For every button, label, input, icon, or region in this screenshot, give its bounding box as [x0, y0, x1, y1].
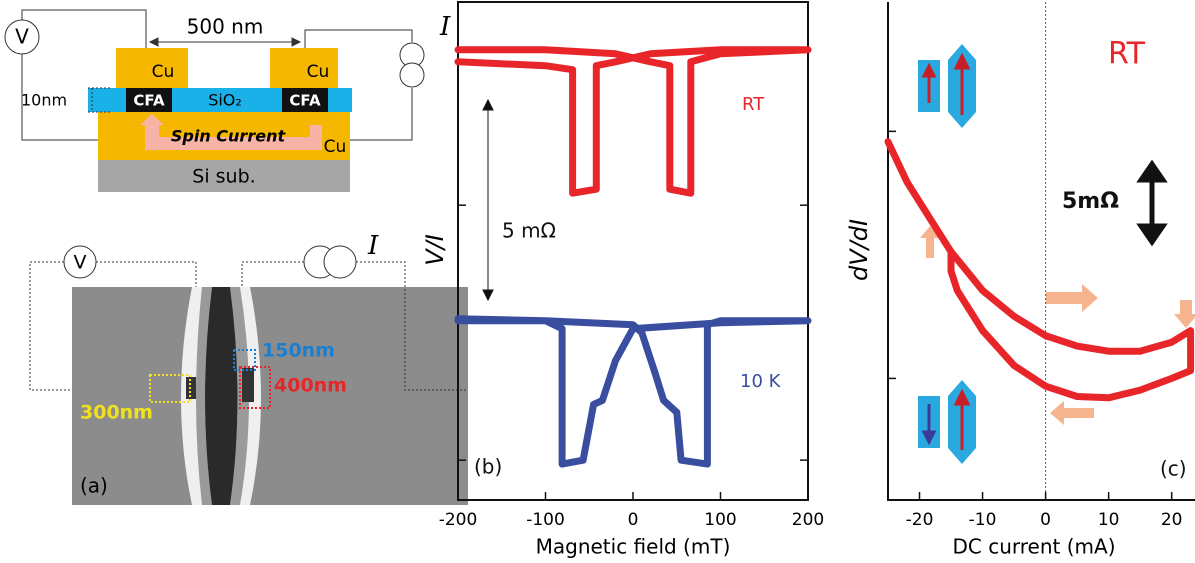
label: I	[367, 231, 379, 261]
label: SiO₂	[208, 91, 242, 110]
x-tick-label: 0	[628, 510, 639, 530]
label: I	[439, 12, 451, 42]
series-label: RT	[742, 94, 765, 115]
schematic: V I 500 nm Cu Cu Cu 10nm CFA CFA SiO₂ Sp…	[5, 10, 451, 192]
micrograph: V I 150nm 400nm 300nm (a)	[30, 231, 468, 505]
x-tick-label: -20	[906, 510, 934, 530]
y-axis-label: V/I	[421, 234, 449, 266]
data-line	[458, 50, 808, 193]
x-tick-label: 10	[1098, 510, 1120, 530]
label: 300nm	[80, 402, 153, 424]
arrows	[483, 44, 1195, 464]
sem-image	[72, 287, 468, 505]
annotation: (c)	[1160, 457, 1187, 481]
series-label: 10 K	[740, 371, 782, 392]
label: Cu	[152, 62, 175, 82]
label: 150nm	[262, 340, 335, 362]
label: 400nm	[274, 375, 347, 397]
gap	[205, 287, 238, 505]
annotation: (b)	[474, 455, 502, 479]
annotation: 5 mΩ	[502, 219, 556, 243]
x-axis-label: Magnetic field (mT)	[536, 535, 731, 559]
label: CFA	[289, 92, 321, 110]
label: Cu	[307, 62, 330, 82]
source	[324, 246, 356, 278]
source	[400, 63, 424, 87]
y-axis-label: dV/dI	[845, 219, 873, 281]
label: V	[15, 25, 29, 49]
x-tick-label: -10	[969, 510, 997, 530]
figure: V I 500 nm Cu Cu Cu 10nm CFA CFA SiO₂ Sp…	[0, 0, 1195, 563]
annotation: 5mΩ	[1062, 189, 1119, 214]
scale-arrow	[483, 100, 493, 300]
label: 500 nm	[187, 15, 264, 39]
label: V	[74, 252, 87, 274]
series-label: RT	[1108, 37, 1146, 72]
scale-arrow	[1141, 164, 1163, 242]
x-tick-label: 200	[792, 510, 824, 530]
label: Si sub.	[192, 166, 255, 188]
dimension-arrow	[150, 38, 300, 46]
x-tick-label: -200	[439, 510, 478, 530]
panel-label: (a)	[80, 474, 108, 498]
x-axis-label: DC current (mA)	[953, 535, 1116, 559]
x-tick-label: 20	[1161, 510, 1183, 530]
x-tick-label: 100	[704, 510, 736, 530]
plot-frame	[458, 2, 808, 500]
label: CFA	[133, 92, 165, 110]
x-tick-label: -100	[526, 510, 565, 530]
ferromagnet	[242, 368, 254, 402]
label: Cu	[324, 137, 347, 157]
x-tick-label: 0	[1040, 510, 1051, 530]
label: Spin Current	[171, 127, 287, 146]
label: 10nm	[21, 91, 67, 110]
